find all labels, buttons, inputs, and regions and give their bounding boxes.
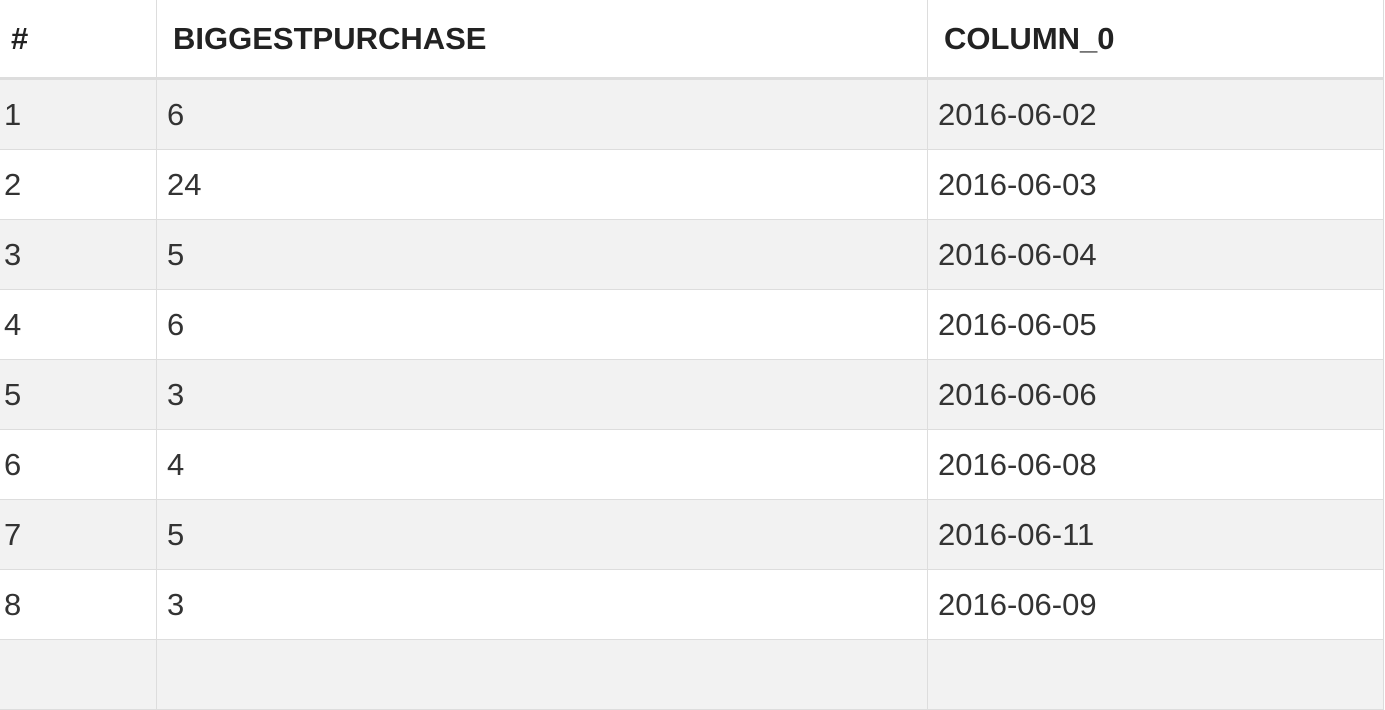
table-row[interactable] xyxy=(0,640,1383,710)
row-index-cell xyxy=(0,640,157,709)
row-index-cell: 3 xyxy=(0,220,157,289)
biggestpurchase-cell: 3 xyxy=(157,570,928,639)
row-index-cell: 5 xyxy=(0,360,157,429)
biggestpurchase-cell: 5 xyxy=(157,220,928,289)
table-row[interactable]: 6 4 2016-06-08 xyxy=(0,430,1383,500)
column-header-column-0[interactable]: COLUMN_0 xyxy=(944,20,1115,56)
row-index-cell: 2 xyxy=(0,150,157,219)
column-0-cell: 2016-06-09 xyxy=(938,586,1097,622)
table-row[interactable]: 7 5 2016-06-11 xyxy=(0,500,1383,570)
table-row[interactable]: 1 6 2016-06-02 xyxy=(0,80,1383,150)
table-row[interactable]: 4 6 2016-06-05 xyxy=(0,290,1383,360)
table-row[interactable]: 3 5 2016-06-04 xyxy=(0,220,1383,290)
column-0-cell: 2016-06-04 xyxy=(938,236,1097,272)
biggestpurchase-cell: 6 xyxy=(157,80,928,149)
row-index-cell: 1 xyxy=(0,80,157,149)
biggestpurchase-cell: 5 xyxy=(157,500,928,569)
table-row[interactable]: 8 3 2016-06-09 xyxy=(0,570,1383,640)
biggestpurchase-cell: 24 xyxy=(157,150,928,219)
column-0-cell: 2016-06-11 xyxy=(938,516,1095,552)
table-header: # BIGGESTPURCHASE COLUMN_0 xyxy=(0,0,1383,80)
table-row[interactable]: 2 24 2016-06-03 xyxy=(0,150,1383,220)
biggestpurchase-cell: 6 xyxy=(157,290,928,359)
column-0-cell xyxy=(928,640,1383,709)
column-0-cell: 2016-06-06 xyxy=(938,376,1097,412)
column-header-index[interactable]: # xyxy=(0,0,157,77)
row-index-cell: 4 xyxy=(0,290,157,359)
table-row[interactable]: 5 3 2016-06-06 xyxy=(0,360,1383,430)
column-0-cell: 2016-06-08 xyxy=(938,446,1097,482)
column-0-cell: 2016-06-02 xyxy=(938,96,1097,132)
column-0-cell: 2016-06-03 xyxy=(938,166,1097,202)
column-header-biggestpurchase[interactable]: BIGGESTPURCHASE xyxy=(157,0,928,77)
biggestpurchase-cell: 4 xyxy=(157,430,928,499)
row-index-cell: 7 xyxy=(0,500,157,569)
row-index-cell: 6 xyxy=(0,430,157,499)
column-0-cell: 2016-06-05 xyxy=(938,306,1097,342)
biggestpurchase-cell: 3 xyxy=(157,360,928,429)
biggestpurchase-cell xyxy=(157,640,928,709)
row-index-cell: 8 xyxy=(0,570,157,639)
